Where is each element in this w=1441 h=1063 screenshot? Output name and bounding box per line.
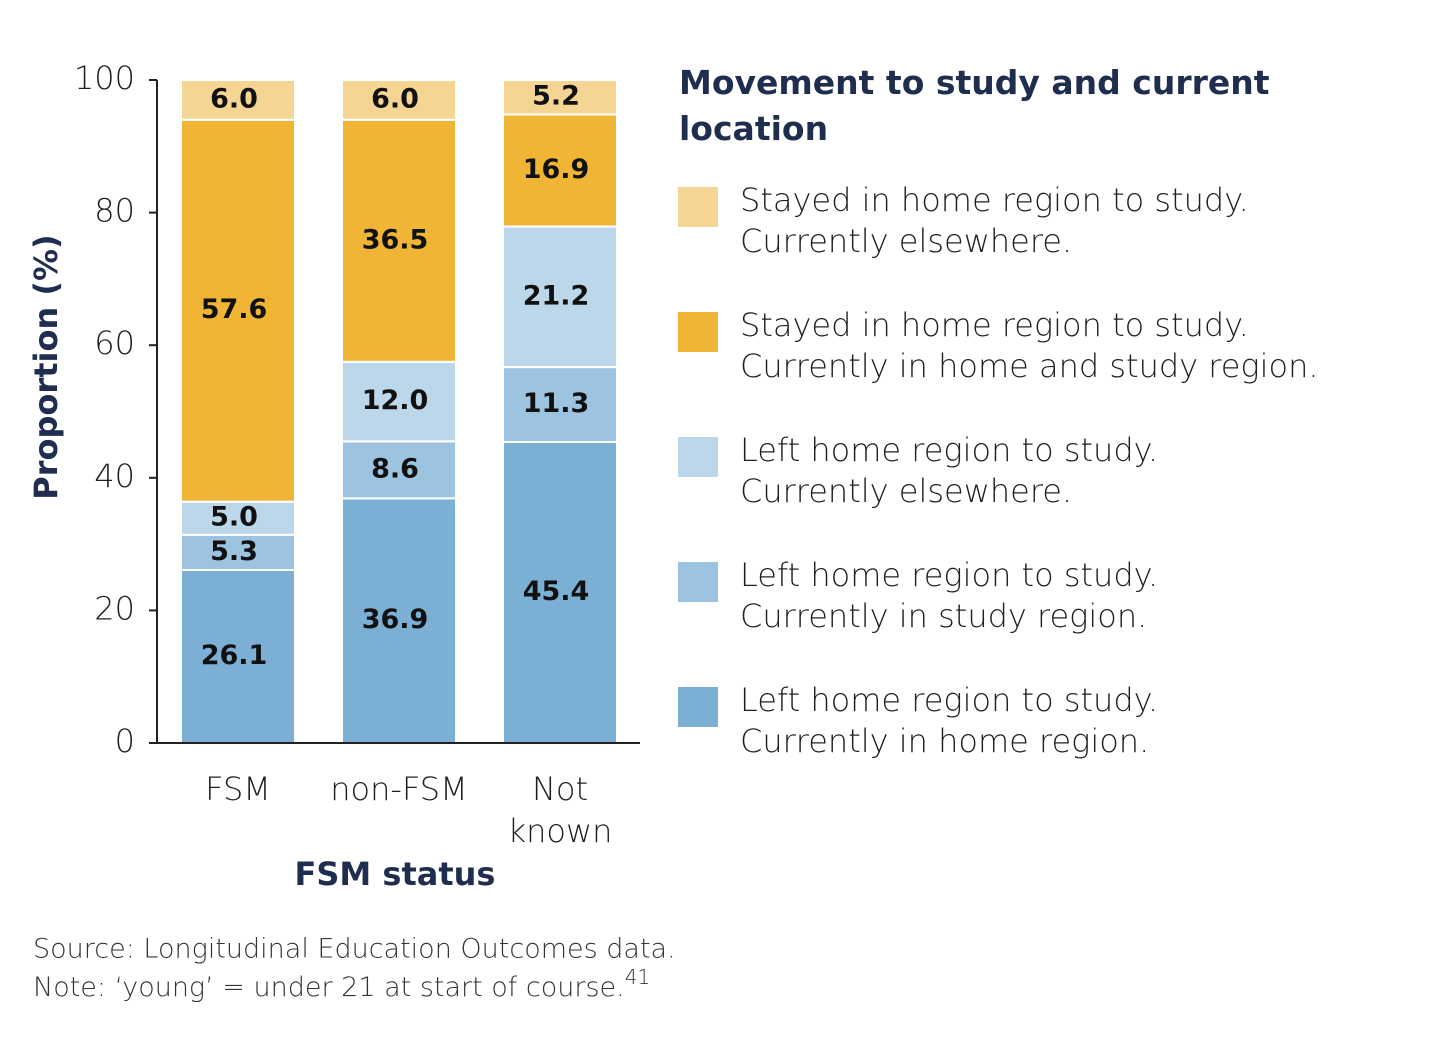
value-label: 6.0 — [210, 83, 258, 114]
value-label: 5.0 — [210, 502, 258, 533]
bar-segment — [502, 225, 618, 369]
legend-title: Movement to study and current location — [679, 63, 1270, 148]
bar-segment — [180, 533, 296, 571]
value-label: 36.9 — [362, 604, 429, 635]
y-tick-label: 60 — [94, 324, 135, 362]
note-text: Note: ‘young’ = under 21 at start of cou… — [33, 972, 625, 1003]
bar-segment — [502, 440, 618, 744]
y-tick-label: 80 — [94, 192, 135, 230]
value-label: 21.2 — [523, 280, 590, 311]
y-axis-label: Proportion (%) — [27, 234, 65, 499]
legend-swatch — [678, 312, 718, 352]
value-label: 45.4 — [523, 576, 590, 607]
value-label: 11.3 — [523, 388, 590, 419]
legend-swatch — [678, 687, 718, 727]
bar-segment — [341, 440, 457, 500]
legend-swatch — [678, 437, 718, 477]
y-tick-label: 0 — [115, 722, 135, 760]
x-axis-label: FSM status — [295, 855, 496, 893]
x-tick-label: non-FSM — [330, 770, 467, 808]
value-label: 8.6 — [371, 453, 419, 484]
y-tick-label: 100 — [74, 59, 135, 97]
value-label: 26.1 — [201, 640, 268, 671]
bar-segment — [341, 497, 457, 744]
bar-segment — [180, 79, 296, 121]
legend-label: Stayed in home region to study. Currently… — [740, 306, 1319, 385]
bar-segment — [180, 500, 296, 536]
bar-segment — [341, 79, 457, 121]
value-label: 6.0 — [371, 83, 419, 114]
legend-label: Stayed in home region to study. Currently… — [740, 181, 1249, 260]
x-tick-label: FSM — [205, 770, 271, 808]
value-label: 36.5 — [362, 224, 429, 255]
x-tick-label: Not known — [508, 770, 613, 850]
value-label: 57.6 — [201, 294, 268, 325]
legend-swatch — [678, 187, 718, 227]
legend-swatch — [678, 562, 718, 602]
value-label: 12.0 — [362, 385, 429, 416]
legend-label: Left home region to study. Currently in h… — [740, 681, 1158, 760]
y-tick-label: 40 — [94, 457, 135, 495]
bar-segment — [341, 118, 457, 363]
legend-label: Left home region to study. Currently else… — [740, 431, 1158, 510]
bar-segment — [502, 79, 618, 116]
source: Source: Longitudinal Education Outcomes … — [33, 934, 676, 965]
value-label: 5.3 — [210, 536, 258, 567]
y-tick-label: 20 — [94, 589, 135, 627]
bar-segment — [341, 360, 457, 443]
legend-label: Left home region to study. Currently in s… — [740, 556, 1158, 635]
note-ref: 41 — [625, 965, 650, 989]
note: Note: ‘young’ = under 21 at start of cou… — [33, 965, 650, 1003]
value-label: 16.9 — [523, 154, 590, 185]
value-label: 5.2 — [532, 81, 580, 112]
bar-segment — [502, 113, 618, 228]
